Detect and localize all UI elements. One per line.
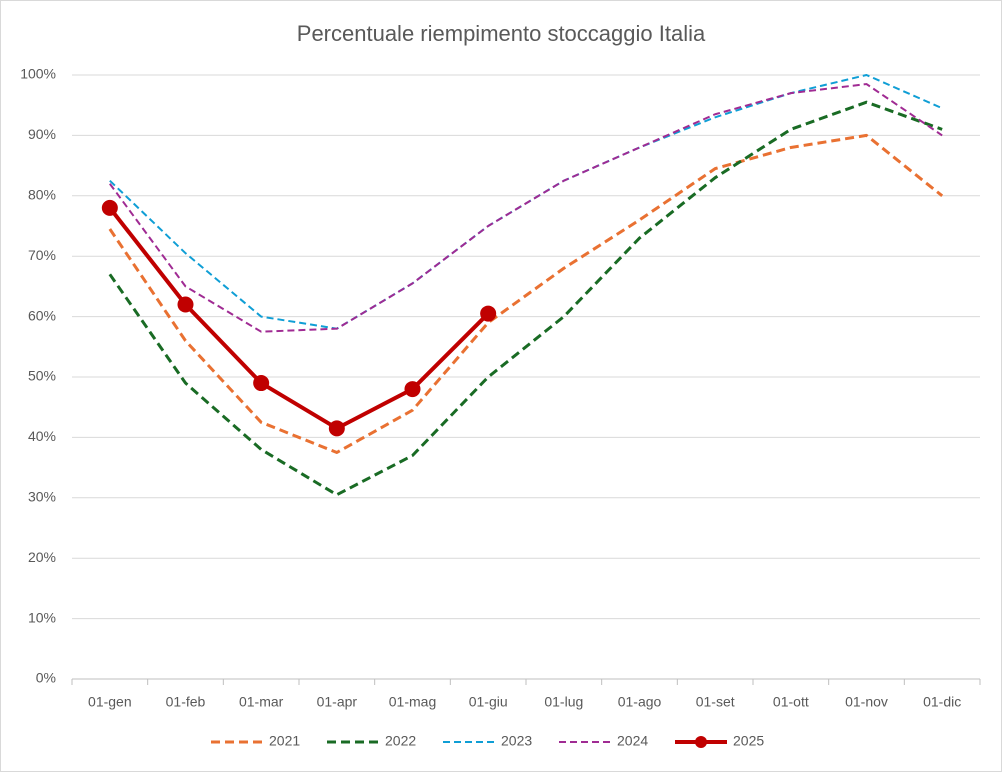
x-tick-label: 01-apr bbox=[317, 694, 358, 710]
data-point bbox=[480, 305, 497, 322]
y-tick-label: 30% bbox=[28, 489, 56, 505]
data-point bbox=[328, 420, 345, 437]
chart-title: Percentuale riempimento stoccaggio Itali… bbox=[297, 21, 706, 46]
data-point bbox=[177, 296, 194, 313]
legend-label: 2023 bbox=[501, 733, 532, 749]
x-tick-label: 01-lug bbox=[544, 694, 583, 710]
data-point bbox=[253, 375, 270, 392]
y-tick-label: 0% bbox=[36, 670, 56, 686]
series-line bbox=[108, 133, 944, 454]
y-tick-label: 80% bbox=[28, 187, 56, 203]
x-tick-label: 01-dic bbox=[923, 694, 961, 710]
series-line bbox=[108, 100, 943, 497]
legend-label: 2021 bbox=[269, 733, 300, 749]
y-tick-label: 20% bbox=[28, 549, 56, 565]
y-tick-label: 70% bbox=[28, 247, 56, 263]
x-tick-label: 01-ott bbox=[773, 694, 809, 710]
x-tick-label: 01-mar bbox=[239, 694, 284, 710]
x-tick-label: 01-feb bbox=[166, 694, 206, 710]
legend-label: 2024 bbox=[617, 733, 648, 749]
y-tick-label: 100% bbox=[20, 66, 56, 82]
y-tick-label: 40% bbox=[28, 428, 56, 444]
x-tick-label: 01-mag bbox=[389, 694, 436, 710]
x-tick-label: 01-giu bbox=[469, 694, 508, 710]
x-tick-label: 01-gen bbox=[88, 694, 132, 710]
data-point bbox=[404, 381, 421, 398]
y-tick-label: 60% bbox=[28, 307, 56, 323]
y-tick-label: 10% bbox=[28, 609, 56, 625]
y-tick-label: 50% bbox=[28, 368, 56, 384]
legend-label: 2025 bbox=[733, 733, 764, 749]
x-tick-label: 01-nov bbox=[845, 694, 888, 710]
series-line bbox=[109, 83, 943, 333]
x-tick-label: 01-ago bbox=[618, 694, 662, 710]
y-tick-label: 90% bbox=[28, 126, 56, 142]
series-line bbox=[108, 206, 490, 431]
data-point bbox=[101, 199, 118, 216]
x-tick-label: 01-set bbox=[696, 694, 735, 710]
legend-marker bbox=[695, 736, 707, 748]
legend-label: 2022 bbox=[385, 733, 416, 749]
